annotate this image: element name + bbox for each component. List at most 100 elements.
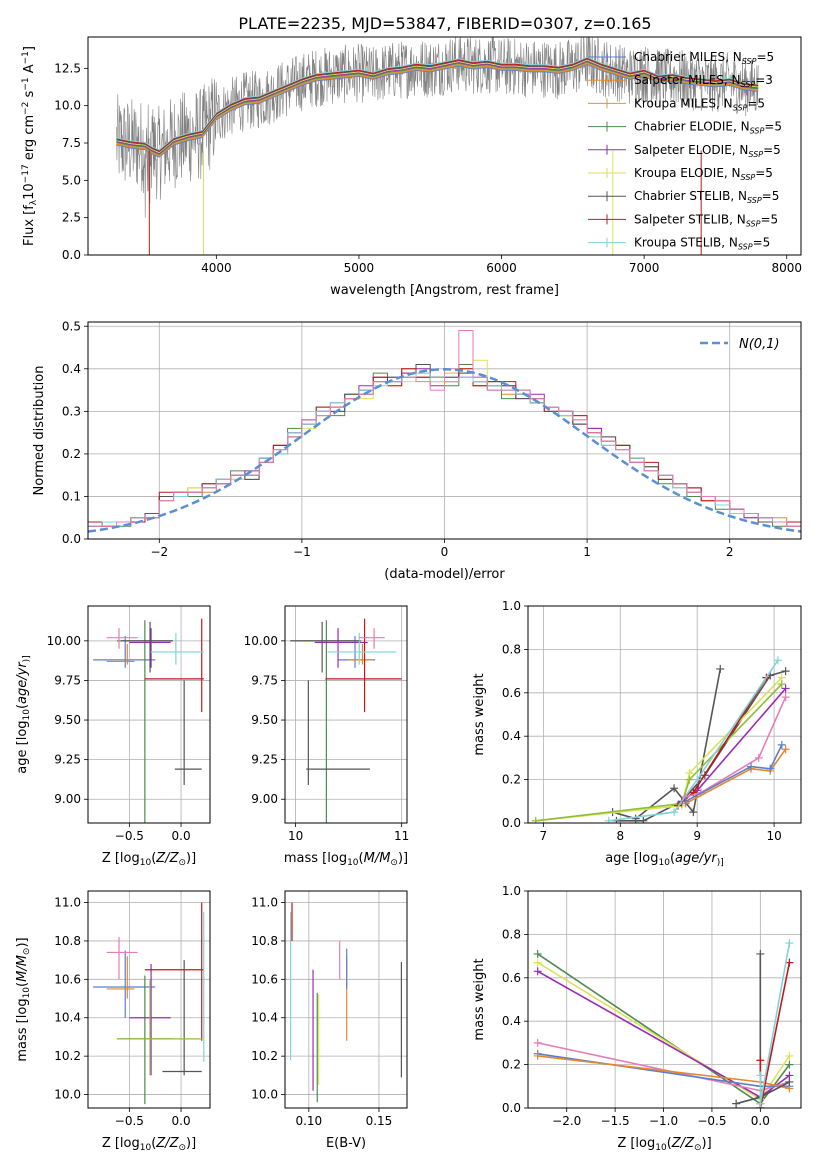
plot-massweight_vs_Z: −2.0 −1.5 −1.0 −0.5 0.0 0.0 0.2 0.4 0.6 0.8 1.0 Z [… xyxy=(472,884,802,1153)
plus-marker xyxy=(670,808,679,817)
y-tick-label: 11.0 xyxy=(251,896,278,910)
plot-area-residuals xyxy=(88,330,801,539)
x-tick-label: 0.0 xyxy=(172,1114,191,1128)
legend-label: Kroupa MILES, NSSP=5 xyxy=(634,96,765,112)
legend-label: N(0,1) xyxy=(739,337,780,352)
y-tick-label: 1.0 xyxy=(502,599,521,613)
y-tick-label: 0.8 xyxy=(502,642,521,656)
plus-marker xyxy=(756,1099,765,1108)
x-tick-label: 0.0 xyxy=(172,829,191,843)
y-tick-label: 0.0 xyxy=(502,1101,521,1115)
x-tick-label: 0.10 xyxy=(295,1114,322,1128)
y-tick-label: 0.4 xyxy=(502,729,521,743)
x-tick-label: 6000 xyxy=(486,261,517,275)
y-tick-label: 0.3 xyxy=(62,404,81,418)
legend-label: Salpeter MILES, NSSP=3 xyxy=(634,73,773,89)
y-tick-label: 0.0 xyxy=(62,248,81,262)
x-tick-label: 2 xyxy=(726,545,734,559)
massweight-line xyxy=(612,668,722,820)
plot-mass_vs_Z: −0.5 0.0 10.0 10.2 10.4 10.6 10.8 11.0 Z [log10(… xyxy=(15,890,211,1153)
axes-frame xyxy=(527,890,802,1109)
massweight-line xyxy=(685,748,787,805)
y-tick-label: 11.0 xyxy=(54,896,81,910)
legend-label: Salpeter ELODIE, NSSP=5 xyxy=(634,143,781,159)
x-axis-label: Z [log10(Z/Z⊙)] xyxy=(617,1136,711,1153)
plus-marker xyxy=(756,1056,765,1065)
plus-marker xyxy=(781,693,790,702)
spectrum-model-line xyxy=(116,58,759,153)
y-tick-label: 0.4 xyxy=(62,362,81,376)
spectrum-model-line xyxy=(116,61,759,155)
axes-frame xyxy=(284,605,408,824)
x-tick-label: −2 xyxy=(150,545,168,559)
x-tick-label: 0 xyxy=(441,545,449,559)
spectrum-model-line xyxy=(116,56,759,151)
y-tick-label: 0.1 xyxy=(62,489,81,503)
x-tick-label: 8 xyxy=(616,829,624,843)
legend-label: Chabrier MILES, NSSP=5 xyxy=(634,50,774,66)
legend-label: Kroupa ELODIE, NSSP=5 xyxy=(634,166,773,182)
legend-label: Chabrier STELIB, NSSP=5 xyxy=(634,189,779,205)
plot-area-mass_vs_EBV xyxy=(290,902,402,1103)
x-tick-label: −0.5 xyxy=(697,1114,726,1128)
plus-marker xyxy=(533,949,542,958)
x-axis-label: wavelength [Angstrom, rest frame] xyxy=(330,283,559,298)
plus-marker xyxy=(785,1077,794,1086)
y-tick-label: 2.5 xyxy=(62,211,81,225)
spectrum-model-line xyxy=(116,60,759,155)
x-tick-label: −0.5 xyxy=(115,829,144,843)
plus-marker xyxy=(773,656,782,665)
x-axis-label: E(B-V) xyxy=(326,1136,366,1151)
plus-marker xyxy=(756,1071,765,1080)
plot-area-mass_vs_Z xyxy=(93,902,205,1105)
plot-area-spectrum xyxy=(116,37,759,255)
massweight-line xyxy=(616,670,786,822)
y-tick-label: 1.0 xyxy=(502,884,521,898)
plus-marker xyxy=(685,775,694,784)
plot-age_vs_mass: 10 11 9.00 9.25 9.50 9.75 10.00 mass [log10(M/M… xyxy=(244,605,409,868)
x-axis-label: (data-model)/error xyxy=(384,567,505,582)
x-tick-label: −0.5 xyxy=(115,1114,144,1128)
axes-frame xyxy=(284,890,408,1109)
plot-age_vs_Z: −0.5 0.0 9.00 9.25 9.50 9.75 10.00 Z [log10(Z/Z… xyxy=(15,605,211,868)
plus-marker xyxy=(756,949,765,958)
x-tick-label: −1.5 xyxy=(601,1114,630,1128)
plus-marker xyxy=(533,1051,542,1060)
y-axis-label: mass weight xyxy=(472,958,487,1040)
y-tick-label: 0.0 xyxy=(62,532,81,546)
legend-label: Salpeter STELIB, NSSP=5 xyxy=(634,212,778,228)
x-tick-label: 1 xyxy=(583,545,591,559)
massweight-line xyxy=(535,683,783,822)
y-tick-label: 10.4 xyxy=(54,1011,81,1025)
x-tick-label: 5000 xyxy=(344,261,375,275)
plus-marker xyxy=(533,1038,542,1047)
x-tick-label: 0.15 xyxy=(366,1114,393,1128)
massweight-line xyxy=(535,677,783,822)
plus-marker xyxy=(732,1099,741,1108)
plus-marker xyxy=(689,808,698,817)
histogram-step xyxy=(88,330,801,539)
plot-residuals: −2 −1 0 1 2 0.0 0.1 0.2 0.3 0.4 0.5 N(0,1) (data-mod… xyxy=(32,319,802,582)
y-tick-label: 10.0 xyxy=(54,99,81,113)
x-axis-label: mass [log10(M/M⊙)] xyxy=(284,851,408,868)
massweight-line xyxy=(685,696,787,798)
plus-marker xyxy=(781,745,790,754)
plus-marker xyxy=(777,740,786,749)
y-tick-label: 10.8 xyxy=(54,934,81,948)
x-tick-label: 0.0 xyxy=(751,1114,770,1128)
plot-area-age_vs_Z xyxy=(93,618,204,823)
spectrum-model-line xyxy=(116,57,759,152)
plot-area-massweight_vs_age xyxy=(531,656,790,823)
y-tick-label: 0.8 xyxy=(502,927,521,941)
axes-frame xyxy=(87,321,802,540)
y-tick-label: 10.6 xyxy=(251,972,278,986)
x-tick-label: 10 xyxy=(766,829,781,843)
y-tick-label: 12.5 xyxy=(54,61,81,75)
y-tick-label: 10.0 xyxy=(251,1088,278,1102)
y-tick-label: 10.2 xyxy=(251,1049,278,1063)
y-tick-label: 9.50 xyxy=(251,713,278,727)
x-tick-label: 10 xyxy=(288,829,303,843)
x-axis-label: Z [log10(Z/Z⊙)] xyxy=(102,1136,196,1153)
y-tick-label: 9.00 xyxy=(251,792,278,806)
